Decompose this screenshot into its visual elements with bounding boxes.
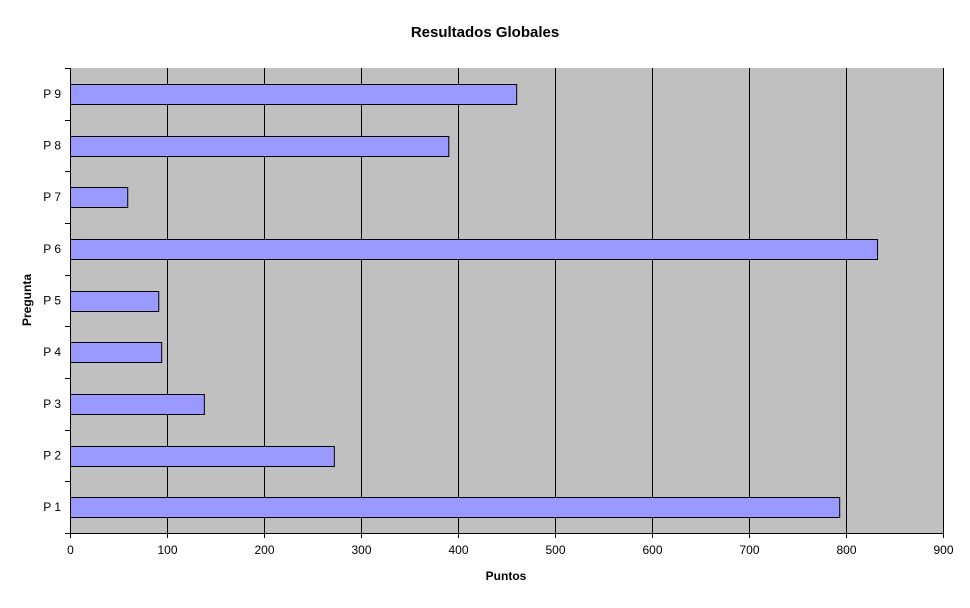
- bar: [70, 136, 450, 157]
- y-tick-label: P 1: [43, 500, 61, 514]
- x-tick-label: 800: [836, 543, 856, 557]
- y-axis-label: Pregunta: [20, 274, 34, 326]
- bar: [70, 342, 163, 363]
- x-tick-label: 900: [933, 543, 953, 557]
- bar: [70, 446, 335, 467]
- y-tick-label: P 8: [43, 139, 61, 153]
- x-tick-label: 0: [67, 543, 74, 557]
- y-tick-label: P 6: [43, 242, 61, 256]
- y-tick-label: P 7: [43, 190, 61, 204]
- y-tick-label: P 5: [43, 294, 61, 308]
- bar: [70, 394, 205, 415]
- x-tick-label: 100: [157, 543, 177, 557]
- x-tick-label: 200: [254, 543, 274, 557]
- bar: [70, 497, 841, 518]
- y-tick-label: P 9: [43, 87, 61, 101]
- x-tick-label: 300: [351, 543, 371, 557]
- y-tick-label: P 2: [43, 449, 61, 463]
- x-tick-label: 600: [642, 543, 662, 557]
- y-tick-label: P 3: [43, 397, 61, 411]
- bar: [70, 239, 879, 260]
- x-axis-label: Puntos: [486, 569, 527, 583]
- y-tick-label: P 4: [43, 345, 61, 359]
- bar: [70, 84, 518, 105]
- bar: [70, 187, 129, 208]
- x-tick-label: 700: [739, 543, 759, 557]
- x-tick-label: 400: [448, 543, 468, 557]
- x-tick-label: 500: [545, 543, 565, 557]
- chart-title: Resultados Globales: [411, 24, 559, 41]
- bar: [70, 291, 160, 312]
